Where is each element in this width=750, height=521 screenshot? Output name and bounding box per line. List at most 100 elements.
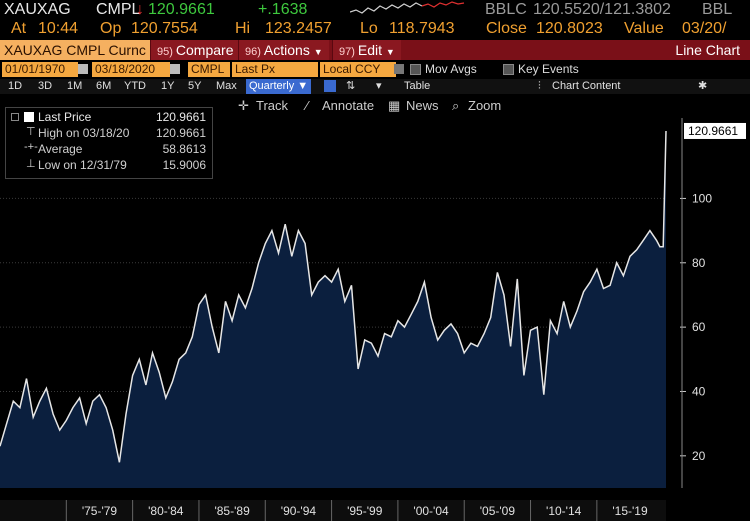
x-tick-label: '00-'04: [413, 504, 449, 518]
low-price: 118.7943: [389, 20, 455, 37]
x-tick-label: '95-'99: [347, 504, 383, 518]
edit-button[interactable]: 97) Edit ▼: [332, 40, 401, 60]
chart-tools-row: ✛ Track ⁄ Annotate ▦ News ⌕ Zoom: [0, 96, 750, 116]
bid-ask: 120.5520/121.3802: [533, 1, 671, 18]
edit-number: 97): [339, 46, 355, 58]
legend-average-value: 58.8613: [162, 142, 206, 156]
annotate-button[interactable]: Annotate: [322, 98, 375, 113]
compare-label: Compare: [175, 42, 234, 58]
zoom-button[interactable]: Zoom: [468, 98, 502, 113]
y-tick-label: 20: [692, 449, 706, 463]
close-label: Close: [486, 20, 527, 37]
range-1d[interactable]: 1D: [8, 80, 23, 92]
key-events-checkbox[interactable]: [503, 64, 514, 75]
x-tick-label: '80-'84: [148, 504, 184, 518]
chart-type-title: Line Chart: [675, 42, 740, 58]
range-ytd[interactable]: YTD: [124, 80, 146, 92]
high-label: Hi: [235, 20, 251, 37]
legend-high-label: High on 03/18/20: [38, 126, 130, 140]
news-icon[interactable]: ▦: [388, 98, 401, 113]
x-tick-label: '90-'94: [281, 504, 317, 518]
table-button[interactable]: Table: [404, 80, 431, 92]
legend-low-label: Low on 12/31/79: [38, 158, 127, 172]
function-toolbar: XAUXAG CMPL Curnc 95) Compare 96) Actions …: [0, 40, 750, 60]
legend-last-value: 120.9661: [155, 110, 206, 124]
quote-stats-row: At 10:44 Op 120.7554 Hi 123.2457 Lo 118.…: [0, 19, 750, 39]
calendar-icon[interactable]: [78, 64, 88, 74]
high-marker-icon: ⊤: [26, 126, 36, 138]
open-price: 120.7554: [131, 20, 198, 37]
line-chart-icon[interactable]: [324, 80, 336, 92]
y-tick-label: 40: [692, 384, 706, 398]
quote-header-row: XAUXAG CMPL ↓ 120.9661 +.1638 BBLC 120.5…: [0, 0, 750, 19]
price-line: [0, 130, 667, 463]
actions-label: Actions: [263, 42, 310, 58]
zoom-icon[interactable]: ⌕: [452, 98, 460, 113]
last-price: 120.9661: [148, 1, 215, 18]
track-icon[interactable]: ✛: [238, 98, 249, 113]
value-date: 03/20/: [682, 20, 727, 37]
range-3d[interactable]: 3D: [38, 80, 53, 92]
legend-last-label: Last Price: [38, 110, 92, 124]
security-field[interactable]: XAUXAG CMPL Curnc: [0, 40, 150, 60]
edit-dropdown-icon: ▼: [385, 47, 395, 57]
y-tick-label: 100: [692, 191, 712, 205]
edit-label: Edit: [357, 42, 383, 58]
gear-icon[interactable]: ✱: [698, 80, 708, 92]
actions-number: 96): [245, 46, 261, 58]
x-tick-label: '10-'14: [546, 504, 582, 518]
legend-collapse-icon[interactable]: [11, 113, 19, 121]
parameters-row: 01/01/1970 03/18/2020 CMPL Last Px Local…: [0, 61, 750, 78]
ticker-symbol: XAUXAG: [4, 1, 71, 18]
y-tick-label: 60: [692, 320, 706, 334]
legend-average-label: Average: [38, 142, 83, 156]
high-price: 123.2457: [265, 20, 332, 37]
pricing-source-field[interactable]: CMPL: [188, 62, 230, 77]
legend-low-value: 15.9006: [162, 158, 206, 172]
close-price: 120.8023: [536, 20, 603, 37]
bid-ask-src: BBL: [702, 1, 733, 18]
y-tick-label: 80: [692, 256, 706, 270]
price-field-dropdown[interactable]: Last Px: [232, 62, 318, 77]
range-5y[interactable]: 5Y: [188, 80, 202, 92]
price-area: [0, 131, 666, 488]
pricing-source: CMPL: [96, 1, 141, 18]
compare-button[interactable]: 95) Compare: [150, 40, 240, 60]
mov-avgs-label: Mov Avgs: [425, 62, 477, 76]
currency-dropdown[interactable]: Local CCY: [320, 62, 396, 77]
currency-dropdown-icon[interactable]: [394, 64, 404, 74]
period-dropdown[interactable]: Quarterly ▼: [246, 79, 312, 94]
value-label: Value: [624, 20, 664, 37]
last-price-swatch: [24, 112, 34, 122]
start-date-field[interactable]: 01/01/1970: [2, 62, 78, 77]
actions-dropdown-icon: ▼: [313, 47, 323, 57]
intraday-sparkline-icon: [350, 1, 465, 14]
actions-button[interactable]: 96) Actions ▼: [238, 40, 329, 60]
range-6m[interactable]: 6M: [96, 80, 112, 92]
track-button[interactable]: Track: [256, 98, 289, 113]
range-1m[interactable]: 1M: [67, 80, 83, 92]
range-1y[interactable]: 1Y: [161, 80, 175, 92]
low-label: Lo: [360, 20, 378, 37]
dropdown-icon[interactable]: ▾: [376, 80, 382, 92]
at-label: At: [11, 20, 27, 37]
last-value-label: 120.9661: [688, 124, 738, 138]
x-axis-bar: [0, 500, 666, 521]
chart-icon: ⫶: [538, 80, 541, 92]
x-tick-label: '75-'79: [82, 504, 118, 518]
annotate-icon[interactable]: ⁄: [306, 98, 309, 113]
calendar-icon[interactable]: [170, 64, 180, 74]
last-value-box: [684, 122, 746, 139]
news-button[interactable]: News: [406, 98, 439, 113]
range-toolbar: 1D 3D 1M 6M YTD 1Y 5Y Max Quarterly ▼ ⇅ …: [0, 79, 750, 94]
sort-icon[interactable]: ⇅: [346, 80, 356, 92]
range-max[interactable]: Max: [216, 80, 237, 92]
quote-time: 10:44: [38, 20, 79, 37]
key-events-label: Key Events: [518, 62, 579, 76]
end-date-field[interactable]: 03/18/2020: [92, 62, 170, 77]
x-tick-label: '85-'89: [214, 504, 250, 518]
x-tick-label: '05-'09: [480, 504, 516, 518]
chart-content-button[interactable]: Chart Content: [552, 80, 621, 92]
mov-avgs-checkbox[interactable]: [410, 64, 421, 75]
